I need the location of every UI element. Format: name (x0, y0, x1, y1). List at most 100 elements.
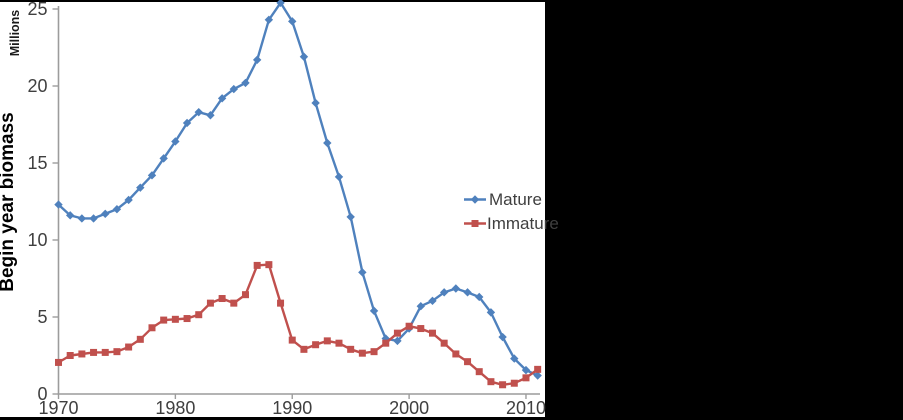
immature-marker-2009 (510, 379, 518, 387)
mature-marker-1972 (77, 214, 87, 223)
immature-marker-1988 (265, 261, 273, 269)
immature-marker-1999 (393, 329, 401, 337)
mature-marker-1988 (264, 15, 274, 24)
immature-marker-2007 (487, 378, 495, 386)
mature-marker-1984 (217, 94, 227, 103)
immature-marker-2005 (464, 358, 472, 366)
immature-marker-1974 (101, 348, 109, 356)
mature-marker-2011 (533, 371, 542, 380)
mature-marker-1990 (288, 17, 297, 26)
immature-marker-1994 (335, 339, 343, 347)
legend-mature-label: Mature (489, 190, 542, 209)
x-tick-label-1990: 1990 (272, 398, 312, 418)
x-tick-label-2010: 2010 (506, 398, 546, 418)
mature-marker-2007 (486, 308, 496, 317)
immature-marker-1985 (230, 299, 238, 307)
mature-legend-marker (470, 195, 480, 204)
mature-marker-1976 (124, 195, 133, 205)
mature-marker-1983 (206, 111, 215, 120)
mature-marker-1974 (101, 209, 110, 219)
immature-marker-2008 (499, 381, 507, 389)
immature-legend-marker (471, 220, 479, 227)
mature-marker-1970 (54, 200, 63, 209)
y-tick-label-25: 25 (27, 0, 47, 19)
immature-marker-1972 (78, 350, 86, 358)
mature-marker-2001 (416, 302, 425, 311)
x-tick-label-2000: 2000 (389, 398, 429, 418)
axis-ticks: 0 5 10 15 20 25 1970 1980 1990 2000 2010 (27, 0, 546, 418)
mature-marker-2005 (463, 288, 472, 297)
immature-marker-1993 (323, 337, 331, 345)
immature-marker-1977 (136, 335, 144, 343)
mature-marker-2008 (498, 332, 507, 342)
mature-marker-1980 (171, 137, 180, 146)
mature-marker-1986 (241, 78, 250, 88)
immature-marker-1971 (66, 352, 74, 359)
mature-marker-1991 (299, 52, 309, 61)
immature-marker-1989 (277, 299, 285, 307)
immature-marker-1976 (125, 343, 133, 351)
data-series (54, 0, 542, 389)
immature-marker-2000 (405, 322, 413, 330)
legend-immature-label: Immature (487, 214, 559, 233)
immature-marker-1982 (195, 311, 203, 319)
immature-marker-2003 (440, 339, 448, 347)
immature-marker-1980 (171, 315, 179, 323)
immature-marker-1984 (218, 295, 226, 303)
mature-marker-1996 (358, 268, 367, 277)
immature-marker-1978 (148, 324, 156, 332)
chart-panel (0, 2, 545, 417)
mature-marker-1987 (252, 55, 262, 65)
x-tick-label-1980: 1980 (155, 398, 195, 418)
immature-marker-1991 (300, 345, 308, 353)
mature-marker-2006 (475, 292, 484, 302)
immature-marker-1998 (382, 339, 390, 347)
mature-marker-1993 (323, 138, 332, 148)
legend (464, 195, 486, 227)
immature-marker-1983 (206, 299, 214, 307)
y-tick-label-5: 5 (37, 307, 47, 327)
y-tick-label-15: 15 (27, 153, 47, 173)
immature-marker-2004 (452, 350, 460, 358)
immature-marker-2010 (522, 374, 530, 382)
mature-marker-1989 (276, 0, 285, 8)
immature-marker-2011 (534, 365, 542, 373)
mature-marker-1982 (194, 107, 203, 117)
mature-marker-1975 (112, 205, 122, 214)
mature-marker-2002 (428, 296, 437, 306)
x-tick-label-1970: 1970 (38, 398, 78, 418)
immature-marker-2002 (428, 329, 436, 337)
y-tick-label-10: 10 (27, 230, 47, 250)
immature-marker-1995 (347, 345, 355, 353)
mature-marker-1995 (346, 212, 355, 222)
mature-marker-1994 (334, 172, 344, 182)
immature-marker-1990 (288, 336, 296, 344)
mature-marker-1979 (159, 154, 168, 163)
mature-marker-1999 (393, 336, 402, 346)
mature-marker-2010 (521, 365, 531, 375)
y-tick-label-20: 20 (27, 76, 47, 96)
immature-marker-1987 (253, 261, 261, 269)
mature-marker-1978 (147, 171, 157, 180)
immature-marker-1979 (160, 316, 168, 324)
mature-marker-1971 (65, 211, 75, 220)
immature-marker-1970 (55, 358, 62, 366)
mature-marker-1981 (182, 118, 192, 128)
immature-marker-1992 (312, 341, 320, 349)
immature-marker-1973 (90, 348, 98, 356)
axes (57, 6, 540, 395)
y-axis-title: Begin year biomass (0, 112, 18, 292)
mature-marker-1997 (369, 306, 379, 316)
mature-marker-2003 (439, 288, 449, 297)
mature-marker-1985 (229, 84, 239, 94)
immature-marker-1996 (358, 349, 366, 357)
immature-marker-1997 (370, 348, 378, 356)
immature-marker-1981 (183, 315, 191, 323)
immature-marker-1975 (113, 348, 121, 356)
immature-marker-2001 (417, 325, 425, 333)
mature-marker-1973 (89, 214, 98, 223)
mature-marker-1977 (136, 183, 145, 192)
mature-marker-2009 (510, 354, 519, 363)
